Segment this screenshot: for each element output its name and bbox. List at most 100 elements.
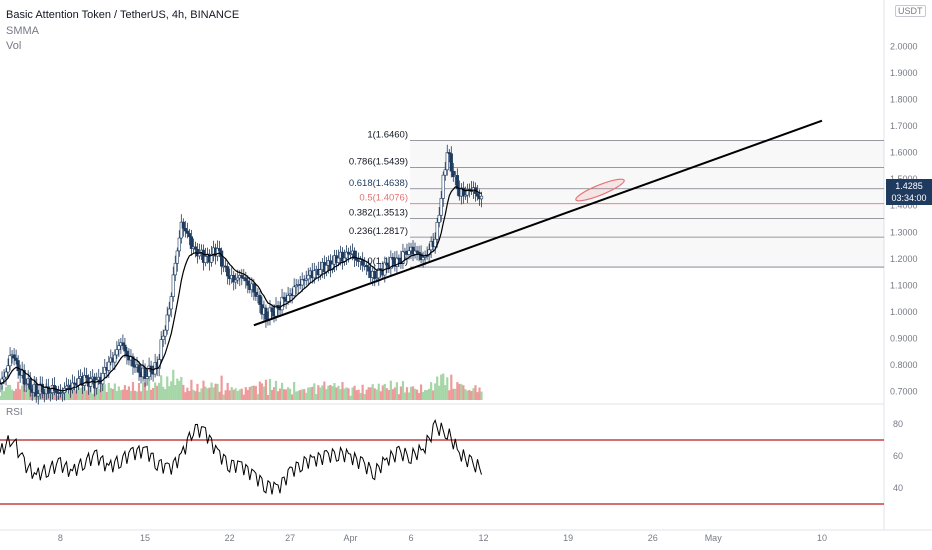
candle-body: [421, 257, 425, 261]
volume-bar: [0, 396, 2, 400]
time-axis[interactable]: 8 15 22 27 Apr 6 12 19 26 May 10: [58, 533, 827, 543]
volume-bar: [160, 375, 163, 400]
fib-level-label: 0.618(1.4638): [349, 178, 408, 189]
volume-bar: [176, 378, 179, 400]
highlight-ellipse[interactable]: [574, 176, 626, 205]
volume-bar: [103, 384, 106, 400]
rsi-legend[interactable]: RSI: [6, 407, 23, 418]
volume-bar: [75, 389, 78, 400]
time-tick-label: 26: [648, 533, 658, 543]
volume-bar: [234, 388, 237, 400]
smma-legend[interactable]: SMMA: [6, 25, 39, 37]
volume-bar: [115, 390, 118, 400]
volume-bar: [339, 389, 342, 400]
volume-bar: [250, 385, 253, 400]
candle-body: [258, 294, 262, 305]
volume-bar: [91, 393, 94, 400]
candle-body: [355, 258, 359, 261]
volume-bar: [79, 388, 82, 400]
volume-bar: [170, 381, 173, 400]
candle-body: [340, 251, 345, 262]
volume-bar: [401, 381, 405, 400]
candle-body: [312, 270, 316, 279]
candle-body: [14, 357, 18, 361]
candle-body: [70, 382, 75, 391]
candle-body: [306, 274, 310, 280]
volume-bar: [289, 388, 292, 400]
rsi-pane: 80 60 40: [0, 419, 903, 505]
candle-body: [318, 269, 322, 276]
volume-bar: [399, 386, 403, 400]
volume-bar: [208, 387, 211, 400]
volume-bar: [293, 381, 296, 400]
volume-bar: [174, 385, 177, 400]
volume-bar: [472, 388, 475, 400]
grid-layer: [0, 0, 932, 531]
volume-bar: [355, 390, 358, 400]
candle-body: [240, 275, 244, 278]
time-tick-label: 12: [479, 533, 489, 543]
volume-bar: [335, 387, 338, 400]
volume-bar: [476, 392, 479, 400]
volume-bar: [143, 382, 147, 400]
candle-body: [423, 256, 427, 258]
volume-bar: [315, 394, 318, 400]
volume-bar: [321, 385, 324, 400]
volume-bar: [127, 386, 131, 400]
price-axis[interactable]: 2.00001.90001.80001.70001.60001.50001.40…: [890, 41, 918, 396]
price-tick-label: 0.7000: [890, 387, 918, 397]
volume-bar: [270, 389, 274, 400]
volume-bar: [192, 389, 195, 400]
volume-bar: [295, 391, 298, 400]
volume-bar: [426, 390, 429, 400]
fib-level-label: 0(1.1692): [367, 256, 408, 267]
currency-badge[interactable]: USDT: [895, 5, 926, 17]
volume-bar: [444, 385, 447, 400]
candle-body: [0, 383, 2, 386]
volume-bar: [278, 388, 282, 400]
volume-legend[interactable]: Vol: [6, 40, 22, 52]
candle-body: [16, 360, 20, 372]
trendline[interactable]: [253, 119, 823, 327]
price-tick-label: 1.6000: [890, 148, 918, 158]
volume-bar: [19, 389, 22, 400]
candle-body: [113, 354, 117, 363]
candle-body: [115, 349, 119, 356]
volume-bar: [8, 384, 12, 400]
volume-bar: [305, 392, 308, 400]
candle-body: [294, 285, 298, 288]
volume-bar: [377, 383, 380, 400]
candle-body: [449, 153, 453, 172]
volume-bar: [196, 383, 199, 400]
volume-bar: [351, 387, 354, 400]
volume-bar: [222, 394, 225, 400]
candle-body: [389, 257, 393, 270]
volume-bar: [4, 387, 8, 400]
candle-body: [352, 250, 357, 259]
volume-bar: [152, 388, 155, 400]
volume-bar: [101, 384, 104, 400]
volume-bar: [246, 389, 249, 400]
candle-body: [197, 251, 202, 257]
time-tick-label: 8: [58, 533, 63, 543]
volume-bar: [65, 388, 68, 400]
volume-bar: [254, 386, 257, 400]
candle-body: [443, 169, 447, 176]
candle-body: [447, 152, 451, 155]
volume-bar: [210, 382, 213, 400]
candle-body: [145, 376, 149, 379]
volume-bar: [361, 384, 364, 400]
volume-bar: [145, 390, 149, 400]
candle-body: [125, 350, 129, 357]
time-tick-label: 15: [140, 533, 150, 543]
candle-body: [24, 383, 28, 386]
candle-body: [292, 286, 296, 296]
volume-bar: [238, 389, 241, 400]
fibonacci-retracement[interactable]: 1(1.6460) 0.786(1.5439) 0.618(1.4638) 0.5(1…: [349, 129, 884, 268]
candle-body: [463, 194, 467, 197]
candle-body: [54, 390, 59, 393]
price-tick-label: 1.8000: [890, 94, 918, 104]
volume-bar: [309, 387, 312, 400]
candle-body: [187, 233, 191, 238]
